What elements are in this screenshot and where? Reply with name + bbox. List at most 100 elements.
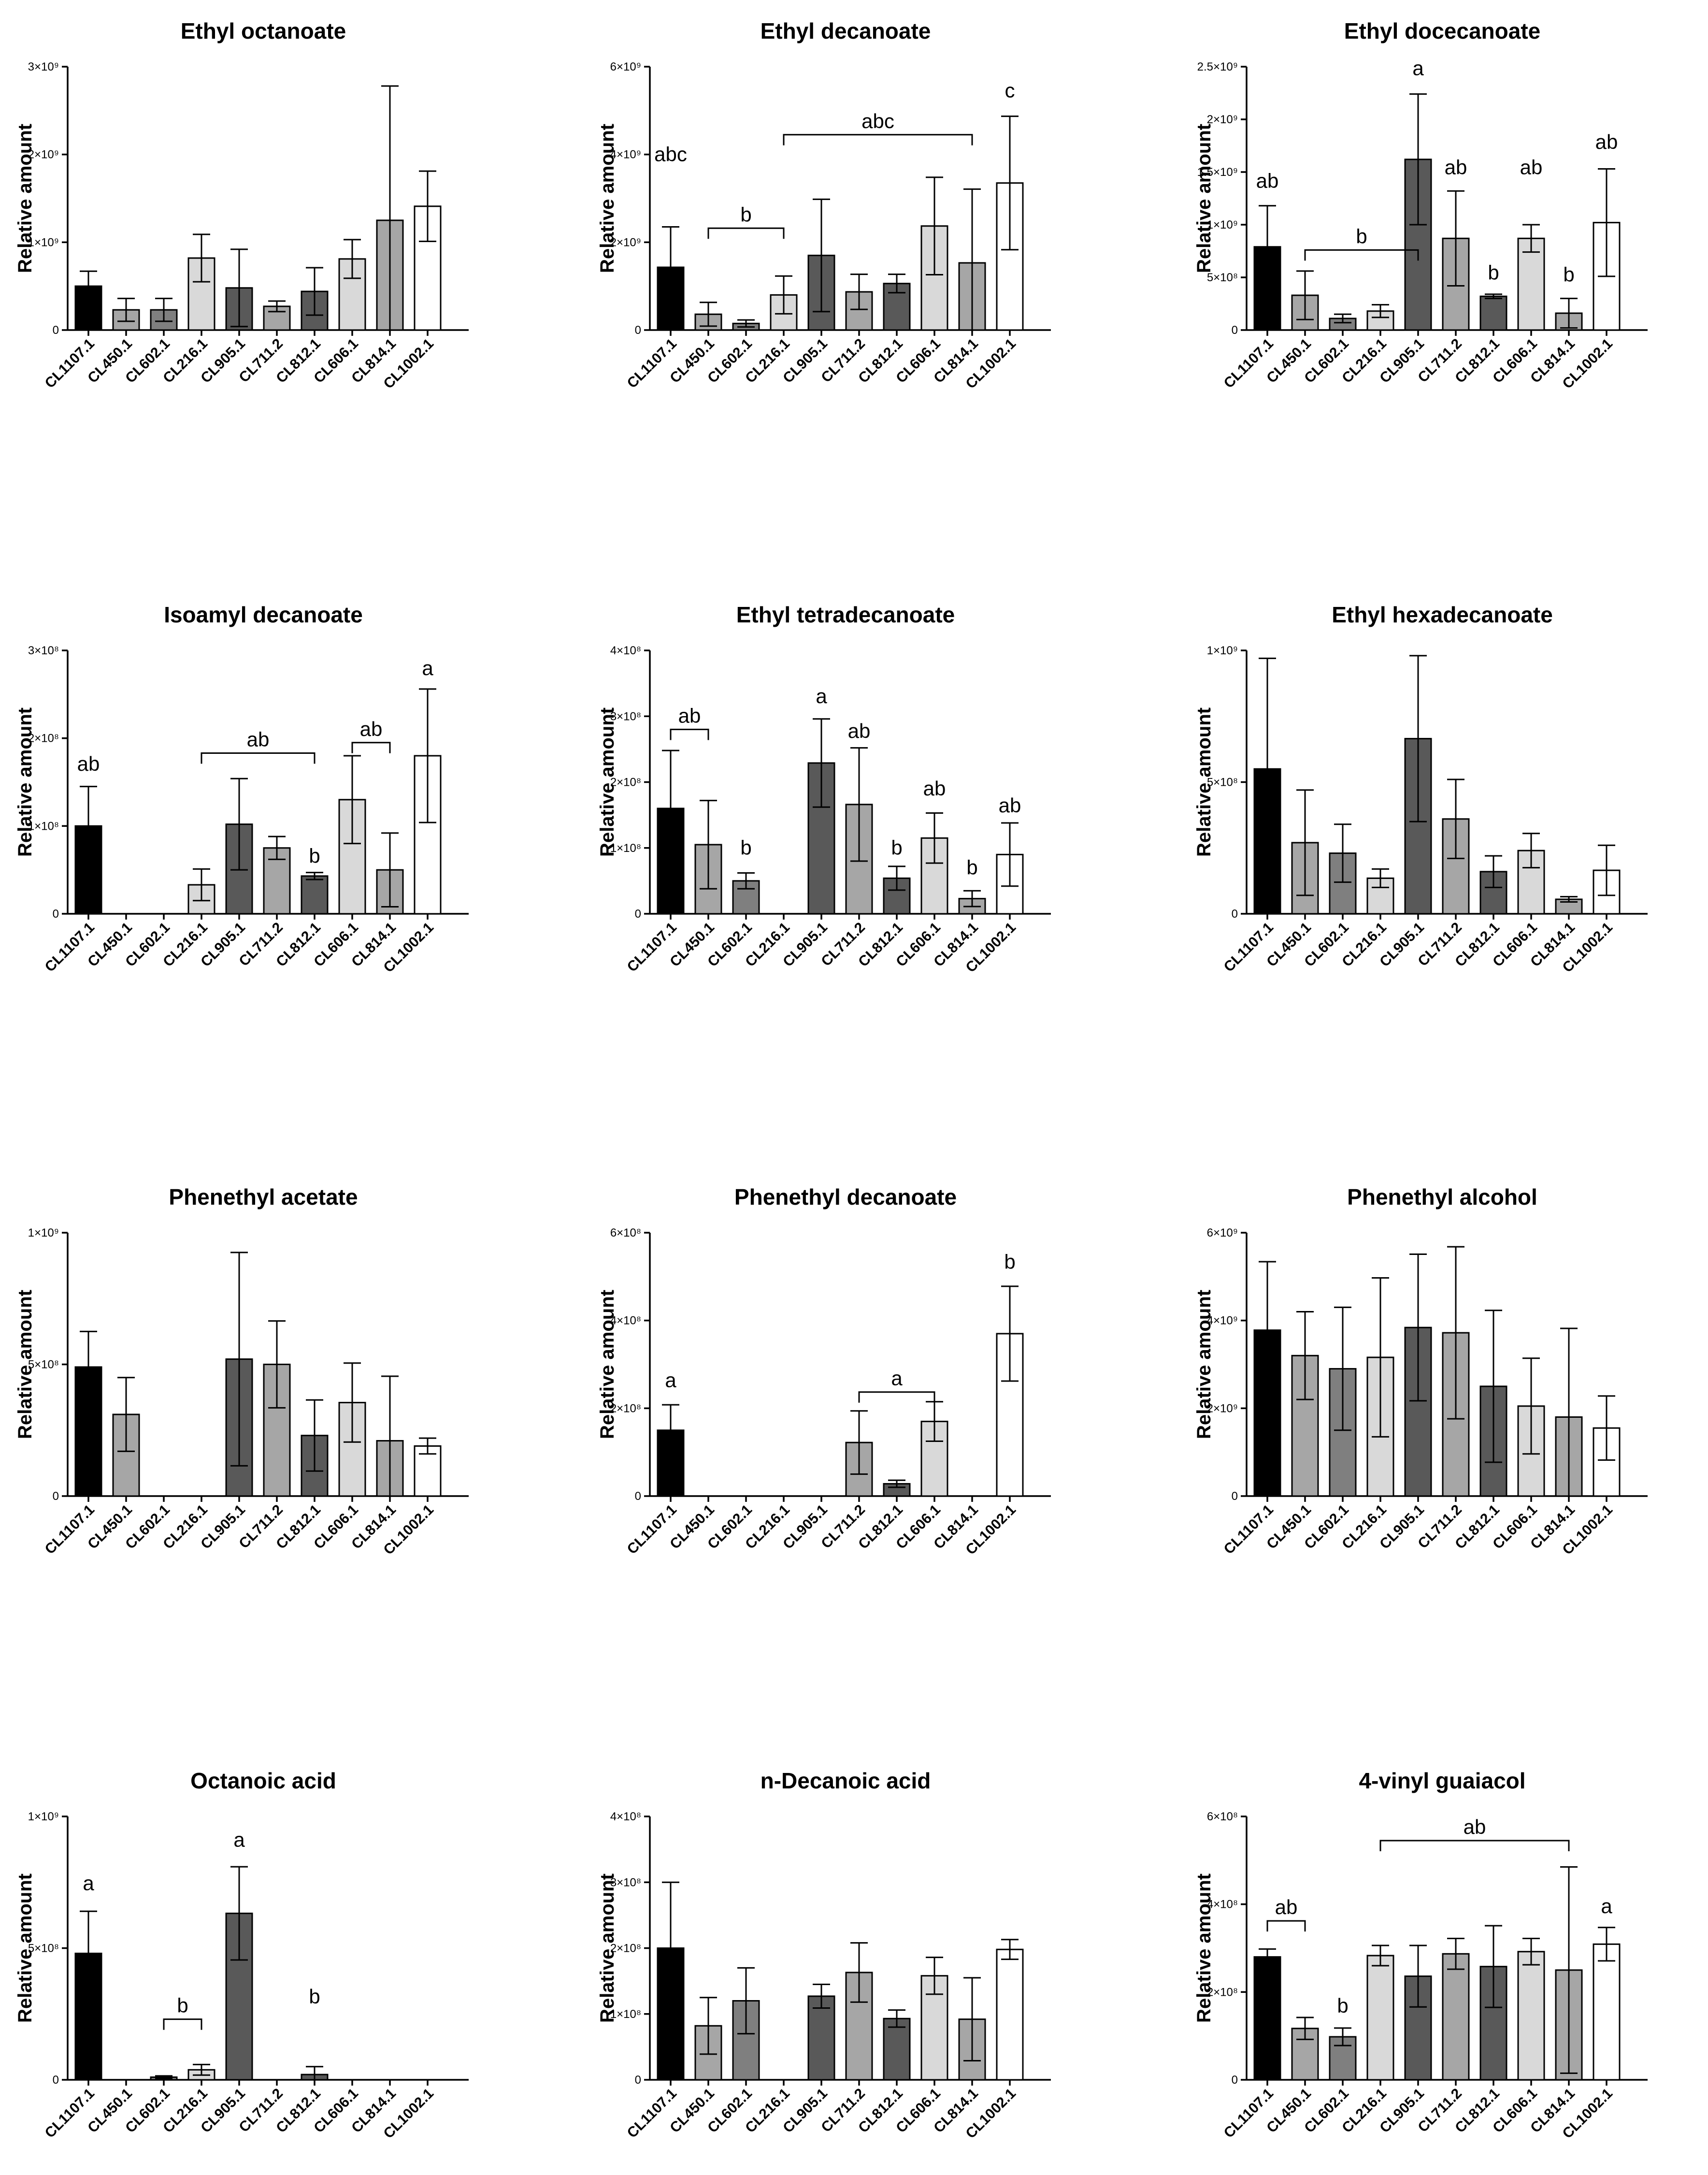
- y-tick-label: 0: [53, 907, 59, 921]
- y-axis-label: Relative amount: [1193, 124, 1215, 273]
- y-tick-label: 0: [1232, 907, 1238, 921]
- y-tick-label: 4×10⁹: [610, 148, 641, 161]
- x-tick-label: CL1107.1: [1221, 336, 1277, 391]
- significance-label: b: [1004, 1250, 1015, 1273]
- y-tick-label: 0: [635, 1490, 641, 1503]
- significance-label: b: [966, 856, 977, 879]
- significance-label: ab: [1256, 170, 1279, 192]
- chart-title: Ethyl octanoate: [181, 18, 346, 43]
- y-axis-label: Relative amount: [597, 707, 618, 857]
- significance-label: ab: [247, 728, 270, 751]
- x-tick-label: CL1107.1: [624, 2086, 680, 2141]
- y-tick-label: 0: [635, 907, 641, 921]
- y-tick-label: 6×10⁸: [1207, 1810, 1238, 1823]
- significance-label: ab: [1595, 130, 1618, 153]
- bar-CL606.1: [1517, 237, 1545, 331]
- y-axis-label: Relative amount: [1193, 1290, 1215, 1439]
- bar-CL812.1: [1479, 871, 1507, 915]
- y-tick-label: 5×10⁸: [1207, 776, 1238, 789]
- x-tick-label: CL1107.1: [624, 1502, 680, 1557]
- bar-CL812.1: [1479, 1966, 1507, 2081]
- bar-CL1002.1: [996, 1948, 1024, 2081]
- bar-CL905.1: [807, 1995, 835, 2081]
- chart-title: n-Decanoic acid: [761, 1768, 931, 1793]
- bar-CL812.1: [1479, 295, 1507, 331]
- chart-title: Ethyl decanoate: [761, 18, 931, 43]
- significance-bracket: [163, 2018, 202, 2030]
- significance-label: a: [1601, 1895, 1612, 1917]
- y-axis-label: Relative amount: [14, 124, 36, 273]
- y-tick-label: 4×10⁹: [1207, 1314, 1238, 1327]
- y-axis-label: Relative amount: [597, 1873, 618, 2023]
- y-tick-label: 0: [53, 324, 59, 337]
- y-axis-label: Relative amount: [14, 1873, 36, 2023]
- significance-label: b: [177, 1994, 188, 2017]
- y-tick-label: 5×10⁸: [1207, 271, 1238, 284]
- y-tick-label: 0: [635, 2074, 641, 2087]
- significance-label: ab: [1464, 1815, 1486, 1838]
- significance-label: c: [1005, 79, 1015, 102]
- y-tick-label: 1×10⁸: [28, 820, 59, 833]
- x-tick-label: CL1107.1: [624, 920, 680, 975]
- y-axis-label: Relative amount: [14, 1290, 36, 1439]
- y-tick-label: 3×10⁹: [28, 60, 59, 73]
- significance-label: a: [233, 1829, 245, 1851]
- bar-CL1107.1: [1253, 1956, 1281, 2081]
- significance-bracket: [670, 729, 709, 740]
- chart-title: Ethyl tetradecanoate: [736, 602, 955, 627]
- significance-bracket: [1379, 1840, 1570, 1851]
- y-tick-label: 2×10⁹: [28, 148, 59, 161]
- y-tick-label: 0: [53, 2074, 59, 2087]
- significance-bracket: [1266, 1920, 1306, 1932]
- significance-label: b: [891, 836, 902, 859]
- significance-label: b: [1488, 261, 1499, 284]
- y-tick-label: 1×10⁸: [610, 842, 641, 855]
- significance-bracket: [783, 134, 973, 145]
- significance-label: ab: [1445, 156, 1467, 178]
- significance-label: b: [309, 1985, 320, 2008]
- significance-label: ab: [1520, 156, 1543, 178]
- significance-label: ab: [923, 777, 946, 800]
- y-tick-label: 1×10⁸: [610, 2008, 641, 2021]
- significance-label: a: [816, 685, 827, 707]
- y-tick-label: 5×10⁸: [28, 1942, 59, 1955]
- significance-label: a: [665, 1369, 676, 1392]
- chart-panel-6: Ethyl hexadecanoate Relative amount 0 5×10⁸…: [1193, 602, 1648, 976]
- x-tick-label: CL1107.1: [1221, 2086, 1277, 2141]
- y-tick-label: 2×10⁹: [1207, 1402, 1238, 1415]
- chart-title: Ethyl docecanoate: [1344, 18, 1540, 43]
- y-tick-label: 6×10⁸: [610, 1226, 641, 1239]
- chart-panel-3: Ethyl docecanoate Relative amount 0 5×10⁸ 1×…: [1193, 18, 1648, 392]
- significance-label: a: [891, 1367, 903, 1390]
- x-tick-label: CL1107.1: [1221, 1502, 1277, 1557]
- y-tick-label: 4×10⁸: [1207, 1898, 1238, 1911]
- y-tick-label: 3×10⁸: [610, 710, 641, 723]
- chart-title: Octanoic acid: [190, 1768, 336, 1793]
- y-tick-label: 2×10⁹: [1207, 113, 1238, 126]
- significance-bracket: [858, 1391, 935, 1403]
- y-tick-label: 2×10⁸: [610, 776, 641, 789]
- chart-panel-12: 4-vinyl guaiacol Relative amount 0 2×10⁸ 4×1…: [1193, 1768, 1648, 2142]
- y-axis-label: Relative amount: [1193, 707, 1215, 857]
- y-tick-label: 4×10⁸: [610, 1314, 641, 1327]
- significance-label: ab: [360, 718, 383, 740]
- chart-title: Phenethyl acetate: [169, 1184, 358, 1210]
- chart-panel-1: Ethyl octanoate Relative amount 0 1×10⁹ 2×10…: [14, 18, 469, 392]
- significance-label: b: [1337, 1994, 1348, 2017]
- y-tick-label: 3×10⁸: [28, 644, 59, 657]
- y-tick-label: 1×10⁹: [1207, 644, 1238, 657]
- chart-title: Phenethyl decanoate: [734, 1184, 957, 1210]
- significance-bracket: [351, 742, 391, 753]
- significance-label: b: [740, 203, 751, 226]
- chart-panel-7: Phenethyl acetate Relative amount 0 5×10⁸ 1×…: [14, 1184, 469, 1558]
- chart-panel-2: Ethyl decanoate Relative amount 0 2×10⁹ 4×10…: [597, 18, 1051, 392]
- y-tick-label: 6×10⁹: [610, 60, 641, 73]
- y-tick-label: 1×10⁹: [28, 1810, 59, 1823]
- bar-CL711.2: [845, 291, 873, 331]
- chart-title: Phenethyl alcohol: [1347, 1184, 1537, 1210]
- significance-label: abc: [861, 110, 894, 132]
- significance-label: b: [1563, 263, 1574, 286]
- bar-CL606.1: [1517, 1951, 1545, 2081]
- y-tick-label: 6×10⁹: [1207, 1226, 1238, 1239]
